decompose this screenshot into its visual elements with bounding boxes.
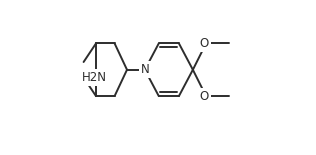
Text: N: N	[140, 63, 149, 76]
Text: O: O	[200, 90, 209, 103]
Text: O: O	[200, 37, 209, 50]
Text: H2N: H2N	[82, 71, 107, 84]
